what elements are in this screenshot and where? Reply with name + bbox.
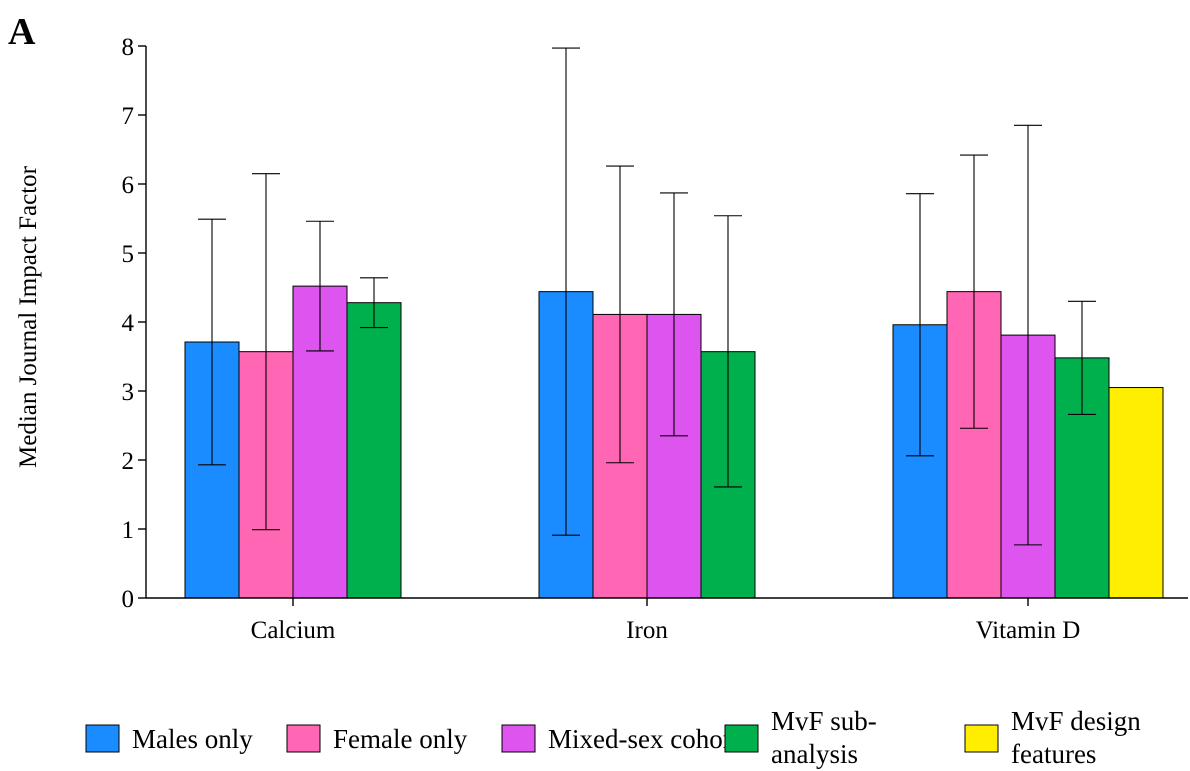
y-tick-label: 1 (122, 517, 135, 544)
panel-label: A (8, 11, 36, 53)
y-tick-label: 5 (122, 241, 135, 268)
legend-label: MvF sub-analysis (771, 706, 877, 769)
legend-label-line: features (1011, 739, 1096, 769)
x-tick-label: Vitamin D (976, 617, 1081, 644)
x-tick-label: Calcium (251, 617, 336, 644)
legend: Males only Female only Mixed-sex cohort MvF… (85, 706, 1141, 769)
bar (346, 302, 402, 599)
legend-label: MvF design features (1011, 706, 1141, 769)
legend-swatch (501, 724, 536, 753)
y-tick-label: 7 (122, 103, 135, 130)
error-bars-layer (198, 47, 1096, 546)
legend-label: Female only (333, 724, 468, 754)
legend-label: Mixed-sex cohort (548, 724, 740, 754)
y-axis-label: Median Journal Impact Factor (15, 165, 42, 468)
y-tick-label: 0 (122, 586, 135, 613)
y-tick-label: 8 (122, 34, 135, 61)
legend-swatch (286, 724, 321, 753)
legend-swatch (724, 724, 759, 753)
legend-swatch (964, 724, 999, 753)
y-tick-label: 4 (122, 310, 135, 337)
y-tick-label: 2 (122, 448, 135, 475)
bar (1108, 387, 1164, 599)
x-tick-label: Iron (626, 617, 668, 644)
legend-label-line: MvF design (1011, 706, 1141, 736)
y-tick-label: 6 (122, 172, 135, 199)
legend-label-line: MvF sub- (771, 706, 877, 736)
legend-label: Males only (132, 724, 253, 754)
legend-label-line: analysis (771, 739, 858, 769)
legend-swatch (85, 724, 120, 753)
y-tick-label: 3 (122, 379, 135, 406)
axes-layer: 0 1 2 3 4 5 6 7 8 Calcium Iron Vitamin D (122, 34, 1188, 644)
